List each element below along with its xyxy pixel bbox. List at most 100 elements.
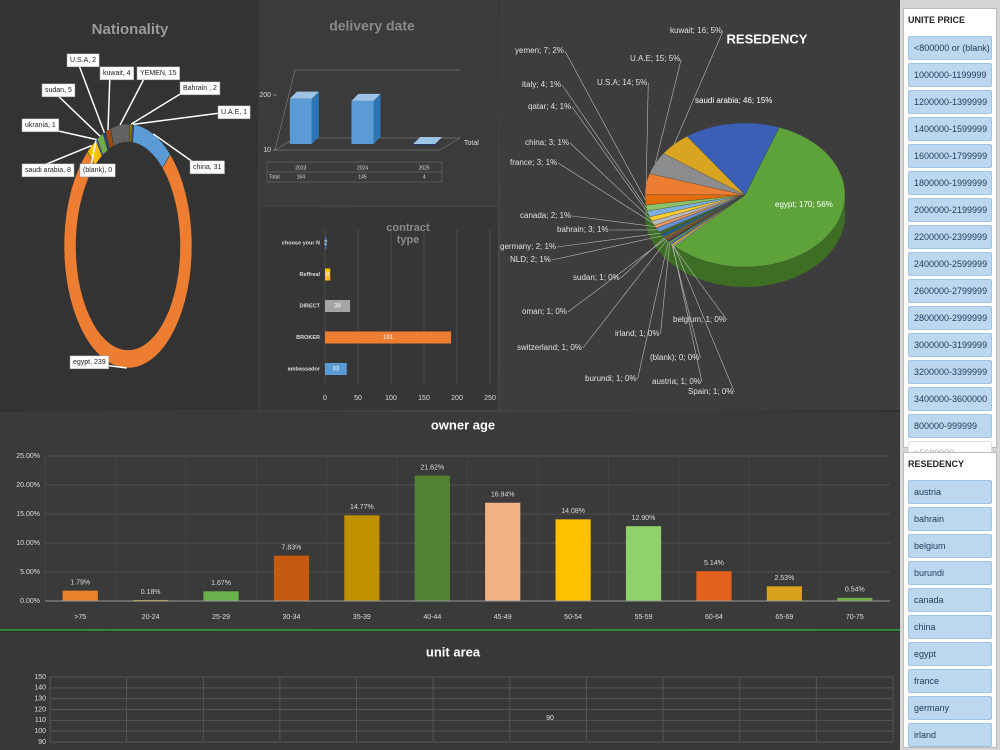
data-label: Bahrain , 2 bbox=[183, 85, 217, 92]
leader-line bbox=[51, 89, 101, 137]
y-tick-label: choose your N bbox=[282, 240, 320, 246]
bar-3d bbox=[413, 137, 443, 145]
slicer-item[interactable]: france bbox=[908, 669, 992, 693]
data-label: kuwait; 16; 5% bbox=[670, 26, 722, 35]
bar bbox=[625, 526, 662, 601]
data-label: germany; 2; 1% bbox=[500, 242, 556, 251]
chart-title: contract type bbox=[386, 222, 430, 246]
slicer-item[interactable]: canada bbox=[908, 588, 992, 612]
x-tick-label: 25-29 bbox=[212, 614, 230, 621]
data-label: france; 3; 1% bbox=[510, 158, 557, 167]
slicer-item[interactable]: austria bbox=[908, 480, 992, 504]
slicer-item[interactable]: 3000000-3199999 bbox=[908, 333, 992, 357]
data-label: china; 3; 1% bbox=[525, 138, 569, 147]
bar-side bbox=[373, 93, 381, 144]
slicer-item[interactable]: <800000 or (blank) bbox=[908, 36, 992, 60]
x-tick-label: 20-24 bbox=[142, 614, 160, 621]
data-label-box bbox=[79, 163, 116, 178]
bar bbox=[325, 331, 452, 344]
slicer-item[interactable]: 1200000-1399999 bbox=[908, 90, 992, 114]
table-value: 164 bbox=[297, 174, 306, 180]
y-tick-label: ambassador bbox=[288, 366, 321, 372]
leader-line bbox=[119, 72, 148, 126]
data-label: egypt, 239 bbox=[73, 359, 106, 366]
slicer-item[interactable]: 2200000-2399999 bbox=[908, 225, 992, 249]
data-label: 38 bbox=[334, 304, 341, 310]
x-tick-label: 150 bbox=[418, 395, 430, 402]
slicer-item[interactable]: 2600000-2799999 bbox=[908, 279, 992, 303]
data-label: 191 bbox=[383, 335, 394, 341]
slicer-item[interactable]: irland bbox=[908, 723, 992, 747]
leader-line bbox=[673, 30, 724, 145]
data-label: ukrania, 1 bbox=[25, 122, 56, 129]
leader-line bbox=[569, 142, 651, 220]
y-tick-label: Reffreal bbox=[300, 272, 321, 278]
bar bbox=[325, 237, 327, 249]
slicer-item[interactable]: egypt bbox=[908, 642, 992, 666]
slicer-item[interactable]: 1000000-1199999 bbox=[908, 63, 992, 87]
slicer-item[interactable]: burundi bbox=[908, 561, 992, 585]
data-label: U.S.A, 2 bbox=[70, 57, 96, 64]
leader-line bbox=[551, 235, 663, 261]
data-label: 1.79% bbox=[70, 579, 90, 586]
pie-slice bbox=[686, 122, 780, 196]
panel-contract bbox=[260, 207, 498, 410]
y-tick-label: 130 bbox=[34, 696, 46, 703]
data-label-box bbox=[189, 160, 225, 175]
x-tick-label: 45-49 bbox=[494, 614, 512, 621]
y-tick-label: 90 bbox=[38, 739, 46, 746]
slicer-item[interactable]: 3400000-3600000 bbox=[908, 387, 992, 411]
donut-slice bbox=[131, 124, 135, 143]
table-category: 2025 bbox=[419, 165, 430, 171]
data-label: U.A.E, 1 bbox=[221, 109, 247, 116]
data-label: burundi; 1; 0% bbox=[585, 374, 637, 383]
data-label-box bbox=[99, 66, 134, 81]
slicer: RESEDENCY austria bahrain belgium burundi ca… bbox=[903, 452, 997, 748]
bar bbox=[325, 268, 331, 281]
data-label: 14.08% bbox=[561, 508, 585, 515]
data-label: switzerland; 1; 0% bbox=[517, 343, 582, 352]
chart-title: unit area bbox=[426, 644, 481, 659]
bar-front bbox=[289, 98, 312, 144]
x-tick-label: 200 bbox=[451, 395, 463, 402]
data-label: italy; 4; 1% bbox=[522, 80, 561, 89]
leader-line bbox=[76, 59, 106, 133]
data-label: YEMEN, 15 bbox=[140, 70, 177, 77]
data-label: U.A.E; 15; 5% bbox=[630, 54, 680, 63]
slicer-item[interactable]: 1400000-1599999 bbox=[908, 117, 992, 141]
y-tick-label: BROKER bbox=[296, 335, 320, 341]
slicer-item[interactable]: germany bbox=[908, 696, 992, 720]
x-tick-label: 35-39 bbox=[353, 614, 371, 621]
slicer-item[interactable]: 2000000-2199999 bbox=[908, 198, 992, 222]
slicer-item[interactable]: china bbox=[908, 615, 992, 639]
data-label: 12.90% bbox=[632, 515, 656, 522]
bar bbox=[62, 590, 98, 601]
slicer-item[interactable]: 800000-999999 bbox=[908, 414, 992, 438]
leader-line bbox=[564, 50, 646, 200]
slicer-item[interactable]: 1600000-1799999 bbox=[908, 144, 992, 168]
data-label: 16.94% bbox=[491, 492, 515, 499]
chart-title: Nationality bbox=[92, 21, 169, 38]
bar bbox=[696, 571, 732, 601]
slicer-item[interactable]: 3200000-3399999 bbox=[908, 360, 992, 384]
slicer-item[interactable]: belgium bbox=[908, 534, 992, 558]
slicer-item[interactable]: 2800000-2999999 bbox=[908, 306, 992, 330]
table-category: 2024 bbox=[357, 165, 368, 171]
slicer-title: UNITE PRICE bbox=[908, 15, 966, 25]
data-label: belgium; 1; 0% bbox=[673, 315, 726, 324]
bar-top bbox=[351, 93, 381, 101]
y-tick-label: 25.00% bbox=[16, 453, 40, 460]
x-tick-label: 70-75 bbox=[846, 614, 864, 621]
leader-line bbox=[582, 239, 668, 349]
data-label-box bbox=[179, 81, 221, 96]
leader-line bbox=[655, 58, 682, 164]
data-label: 1.67% bbox=[211, 580, 231, 587]
leader-line bbox=[670, 243, 728, 321]
slicer-item[interactable]: bahrain bbox=[908, 507, 992, 531]
slicer-item[interactable]: 2400000-2599999 bbox=[908, 252, 992, 276]
leader-line bbox=[572, 215, 656, 227]
y-tick-label: 150 bbox=[34, 674, 46, 681]
slicer-item[interactable]: 1800000-1999999 bbox=[908, 171, 992, 195]
data-label: irland; 1; 0% bbox=[615, 329, 659, 338]
